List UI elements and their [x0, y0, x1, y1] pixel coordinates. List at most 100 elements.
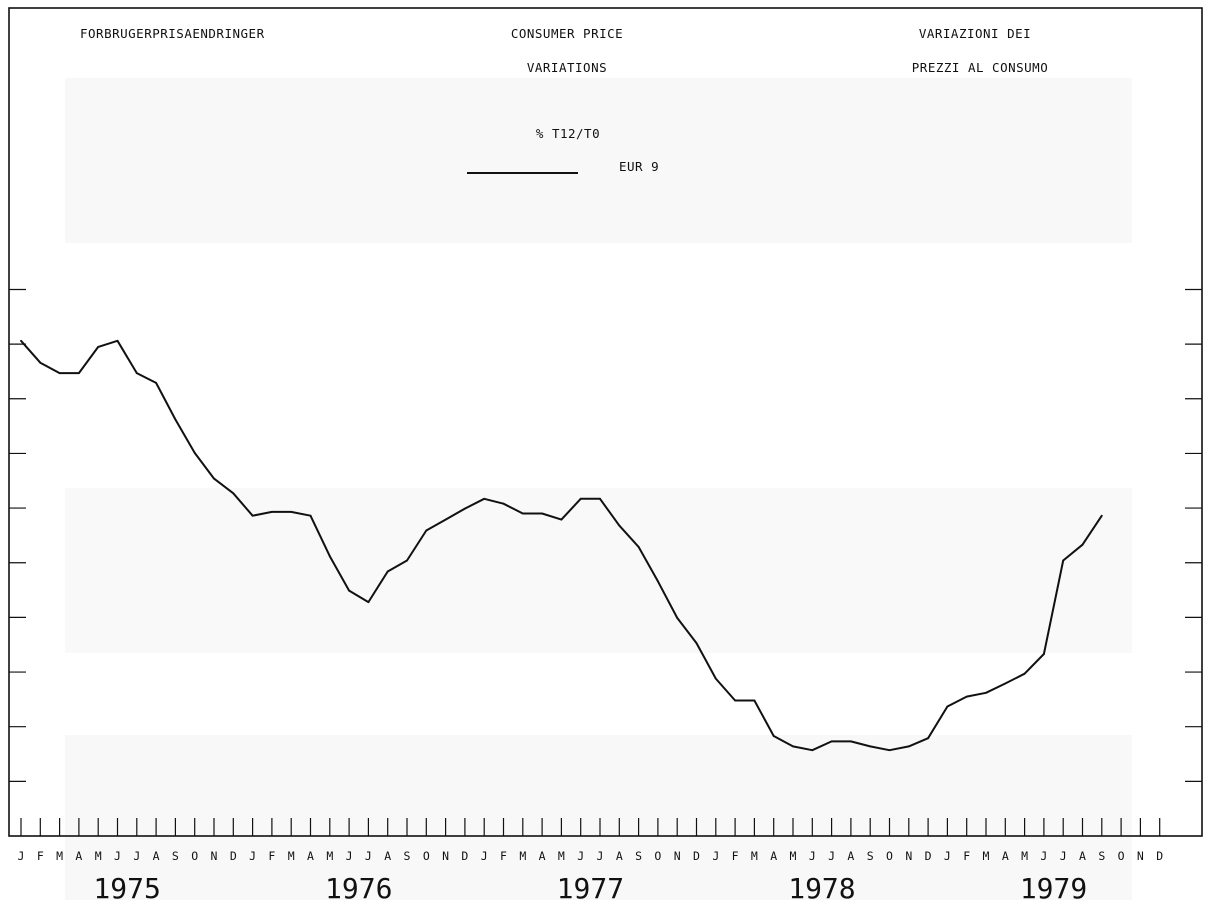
month-label-21: O	[423, 849, 430, 863]
month-label-53: J	[1040, 849, 1047, 863]
data-point-29	[579, 497, 582, 500]
data-point-38	[753, 699, 756, 702]
data-point-9	[193, 452, 196, 454]
data-point-5	[116, 339, 119, 342]
data-point-17	[348, 589, 350, 592]
data-point-23	[464, 507, 466, 510]
month-label-4: M	[95, 849, 102, 863]
data-point-6	[135, 372, 138, 374]
year-labels: 1975 1976 1977 1978 1979	[93, 872, 1087, 905]
data-point-41	[811, 749, 814, 752]
data-point-55	[1081, 543, 1084, 546]
title-italian-line1: VARIAZIONI DEI	[919, 26, 1031, 41]
title-english-line2: VARIATIONS	[527, 60, 607, 75]
data-point-54	[1062, 559, 1065, 562]
data-point-40	[792, 745, 794, 748]
data-point-24	[483, 497, 486, 500]
unit-label: % T12/T0	[536, 126, 600, 141]
data-point-48	[946, 705, 949, 708]
data-point-34	[676, 617, 679, 619]
month-label-14: M	[288, 849, 295, 863]
month-label-25: F	[500, 849, 507, 863]
month-label-28: M	[558, 849, 565, 863]
data-point-53	[1043, 653, 1045, 655]
year-label-1977: 1977	[557, 872, 624, 905]
month-label-31: A	[616, 849, 623, 863]
month-label-40: M	[790, 849, 797, 863]
month-label-42: J	[828, 849, 835, 863]
data-point-14	[290, 511, 293, 513]
month-label-56: S	[1098, 849, 1105, 863]
month-label-33: O	[654, 849, 661, 863]
data-point-44	[869, 745, 872, 748]
data-point-51	[1004, 682, 1007, 685]
month-label-10: N	[211, 849, 218, 863]
month-label-6: J	[133, 849, 140, 863]
data-point-27	[541, 512, 543, 515]
month-label-48: J	[944, 849, 951, 863]
data-point-46	[907, 745, 910, 748]
month-label-1: F	[37, 849, 44, 863]
title-english-line1: CONSUMER PRICE	[511, 26, 623, 41]
data-point-42	[830, 740, 833, 743]
month-label-9: O	[191, 849, 198, 863]
month-label-32: S	[635, 849, 642, 863]
month-label-27: A	[539, 849, 546, 863]
month-label-44: S	[867, 849, 874, 863]
series-layer	[20, 339, 1103, 752]
data-point-35	[695, 642, 698, 644]
data-point-22	[444, 518, 447, 521]
data-point-18	[367, 601, 370, 603]
data-point-4	[97, 346, 100, 348]
year-label-1975: 1975	[93, 872, 160, 905]
legend-label: EUR 9	[619, 159, 659, 174]
month-label-30: J	[597, 849, 604, 863]
background-tones	[65, 78, 1132, 900]
data-point-2	[58, 372, 61, 374]
data-point-50	[985, 691, 987, 694]
month-label-26: M	[519, 849, 526, 863]
month-label-29: J	[577, 849, 584, 863]
month-label-49: F	[963, 849, 970, 863]
month-label-20: S	[404, 849, 411, 863]
data-point-7	[155, 382, 158, 384]
data-point-28	[560, 518, 563, 521]
month-label-7: A	[153, 849, 160, 863]
data-point-43	[850, 740, 852, 743]
month-label-59: D	[1156, 849, 1163, 863]
y-axis-ticks	[9, 288, 1202, 782]
month-label-18: J	[365, 849, 372, 863]
data-point-25	[502, 502, 505, 505]
data-point-33	[657, 580, 659, 583]
month-label-58: N	[1137, 849, 1144, 863]
month-label-36: J	[712, 849, 719, 863]
month-label-12: J	[249, 849, 256, 863]
data-point-56	[1100, 514, 1103, 517]
data-point-47	[927, 737, 929, 740]
data-point-32	[637, 546, 640, 548]
month-label-41: J	[809, 849, 816, 863]
data-point-8	[174, 418, 177, 421]
data-point-16	[328, 555, 331, 558]
month-label-46: N	[905, 849, 912, 863]
month-label-13: F	[268, 849, 275, 863]
data-point-49	[965, 695, 968, 698]
month-label-45: O	[886, 849, 893, 863]
month-label-17: J	[346, 849, 353, 863]
title-italian-line2: PREZZI AL CONSUMO	[912, 60, 1048, 75]
data-point-12	[251, 514, 254, 517]
month-label-37: F	[732, 849, 739, 863]
title-danish: FORBRUGERPRISAENDRINGER	[80, 26, 265, 41]
year-label-1976: 1976	[325, 872, 392, 905]
month-label-54: J	[1060, 849, 1067, 863]
legend: EUR 9	[467, 159, 659, 174]
data-point-15	[309, 514, 312, 517]
plot-frame	[8, 7, 1203, 837]
month-label-22: N	[442, 849, 449, 863]
data-point-26	[521, 512, 524, 515]
year-label-1978: 1978	[788, 872, 855, 905]
data-point-37	[734, 699, 736, 702]
month-label-47: D	[925, 849, 932, 863]
